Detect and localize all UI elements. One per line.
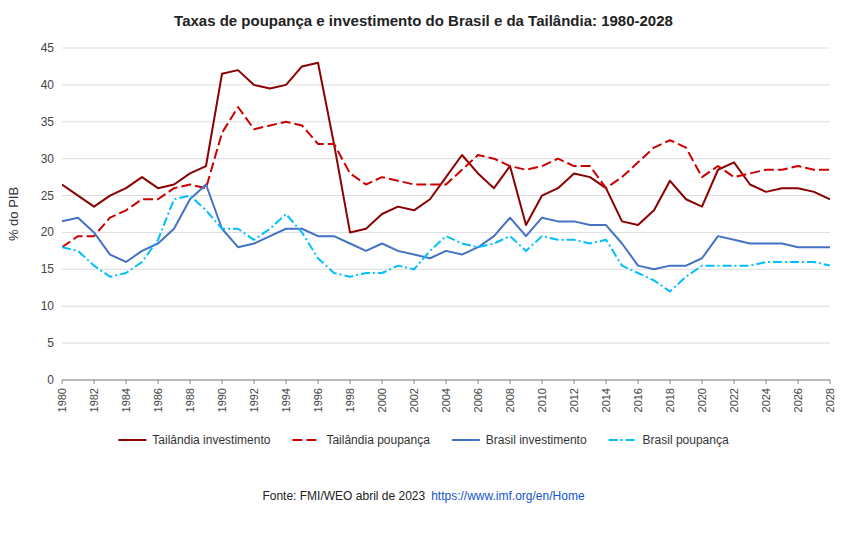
x-tick [286, 380, 287, 384]
x-tick [414, 380, 415, 384]
x-tick [766, 380, 767, 384]
grid-line [62, 158, 830, 159]
x-tick-label: 2010 [536, 388, 548, 412]
x-tick [446, 380, 447, 384]
y-tick-label: 45 [41, 41, 55, 55]
x-tick [574, 380, 575, 384]
x-tick-label: 1986 [152, 388, 164, 412]
x-tick-label: 2022 [728, 388, 740, 412]
legend-swatch [118, 439, 146, 441]
x-tick-label: 1994 [280, 388, 292, 412]
x-tick-label: 2024 [760, 388, 772, 412]
y-tick-label: 30 [41, 152, 55, 166]
x-tick [222, 380, 223, 384]
x-tick [542, 380, 543, 384]
x-tick [126, 380, 127, 384]
legend-label: Brasil poupança [643, 433, 729, 447]
x-tick [606, 380, 607, 384]
source-text: Fonte: FMI/WEO abril de 2023 [262, 489, 425, 503]
x-tick-label: 2000 [376, 388, 388, 412]
x-tick-label: 2020 [696, 388, 708, 412]
x-tick [670, 380, 671, 384]
x-tick [190, 380, 191, 384]
x-tick-label: 1990 [216, 388, 228, 412]
x-tick [798, 380, 799, 384]
grid-line [62, 306, 830, 307]
legend-swatch [292, 439, 320, 441]
x-tick-label: 2006 [472, 388, 484, 412]
x-tick-label: 1984 [120, 388, 132, 412]
x-tick [318, 380, 319, 384]
x-tick [478, 380, 479, 384]
x-tick-label: 2018 [664, 388, 676, 412]
x-tick [350, 380, 351, 384]
x-tick-label: 1996 [312, 388, 324, 412]
grid-line [62, 232, 830, 233]
series-line [62, 63, 830, 233]
legend-item: Tailândia poupança [292, 433, 430, 447]
legend-swatch [609, 439, 637, 441]
y-tick-label: 15 [41, 262, 55, 276]
grid-line [62, 48, 830, 49]
series-lines [62, 63, 830, 292]
x-tick [254, 380, 255, 384]
x-tick-label: 1992 [248, 388, 260, 412]
x-tick-label: 1980 [56, 388, 68, 412]
x-tick [638, 380, 639, 384]
y-tick-label: 0 [47, 373, 54, 387]
source: Fonte: FMI/WEO abril de 2023 https://www… [262, 489, 584, 503]
y-tick-label: 10 [41, 299, 55, 313]
y-tick-label: 5 [47, 336, 54, 350]
y-tick-label: 40 [41, 78, 55, 92]
page: {"chart_data": { "type": "line", "title"… [0, 0, 847, 537]
chart: Taxas de poupança e investimento do Bras… [0, 0, 847, 537]
legend-label: Tailândia investimento [152, 433, 270, 447]
legend-item: Tailândia investimento [118, 433, 270, 447]
x-tick-label: 2016 [632, 388, 644, 412]
x-tick-label: 1998 [344, 388, 356, 412]
x-tick-label: 2002 [408, 388, 420, 412]
x-tick-label: 1988 [184, 388, 196, 412]
x-tick [830, 380, 831, 384]
grid-line [62, 343, 830, 344]
y-tick-label: 25 [41, 189, 55, 203]
y-tick-label: 20 [41, 225, 55, 239]
legend-item: Brasil poupança [609, 433, 729, 447]
series-line [62, 107, 830, 247]
x-tick-label: 2026 [792, 388, 804, 412]
x-tick [734, 380, 735, 384]
legend-item: Brasil investimento [452, 433, 587, 447]
y-axis-label: % do PIB [6, 187, 21, 241]
grid-line [62, 195, 830, 196]
grid-line [62, 84, 830, 85]
x-tick-label: 2014 [600, 388, 612, 412]
x-tick [158, 380, 159, 384]
grid-line [62, 269, 830, 270]
series-line [62, 184, 830, 269]
x-tick [702, 380, 703, 384]
x-tick-label: 2008 [504, 388, 516, 412]
x-tick [510, 380, 511, 384]
x-tick [382, 380, 383, 384]
x-tick [94, 380, 95, 384]
legend-label: Tailândia poupança [326, 433, 430, 447]
x-tick-label: 2012 [568, 388, 580, 412]
x-tick-label: 2028 [824, 388, 836, 412]
series-line [62, 196, 830, 292]
title: Taxas de poupança e investimento do Bras… [174, 12, 673, 29]
legend-label: Brasil investimento [486, 433, 587, 447]
source-link: https://www.imf.org/en/Home [431, 489, 585, 503]
x-tick-label: 1982 [88, 388, 100, 412]
x-tick [62, 380, 63, 384]
y-tick-label: 35 [41, 115, 55, 129]
grid-line [62, 121, 830, 122]
x-tick-label: 2004 [440, 388, 452, 412]
y-grid [62, 48, 830, 380]
legend-swatch [452, 439, 480, 441]
legend: Tailândia investimento Tailândia poupança… [118, 433, 729, 447]
